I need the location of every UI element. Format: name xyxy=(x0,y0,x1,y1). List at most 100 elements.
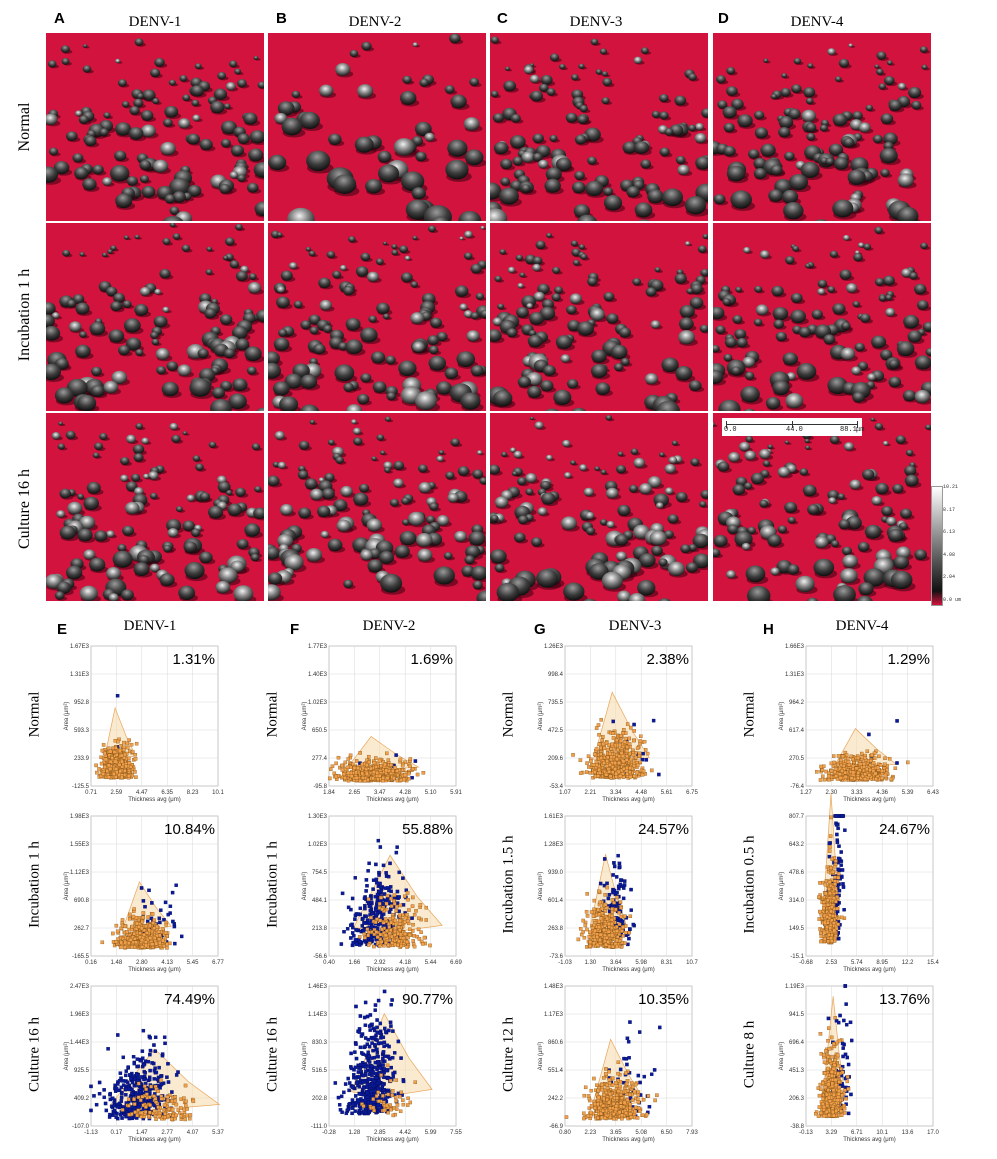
cell-blob xyxy=(617,504,631,516)
data-point-gated xyxy=(613,761,617,765)
cell-blob xyxy=(354,136,374,153)
cell-blob xyxy=(376,302,390,315)
data-point-gated xyxy=(100,748,105,753)
cell-blob xyxy=(412,235,418,241)
cell-blob xyxy=(735,286,742,293)
cell-blob xyxy=(141,124,156,138)
cell-blob xyxy=(210,101,225,114)
cell-blob xyxy=(134,234,140,240)
cell-blob xyxy=(179,74,188,82)
cell-blob xyxy=(817,279,828,288)
data-point-gated xyxy=(883,773,888,778)
cell-blob xyxy=(217,71,227,80)
data-point-ungated xyxy=(895,719,899,723)
y-tick-label: 650.5 xyxy=(312,728,328,734)
cell-blob xyxy=(501,451,508,457)
cell-blob xyxy=(458,210,482,221)
x-tick-label: 6.35 xyxy=(161,790,173,796)
cell-blob xyxy=(394,545,410,558)
cell-blob xyxy=(358,483,370,493)
cell-blob xyxy=(753,168,767,180)
data-point-gated xyxy=(398,757,403,762)
cell-blob xyxy=(86,481,101,494)
cell-blob xyxy=(360,327,378,343)
data-point-gated xyxy=(629,757,633,762)
cell-blob xyxy=(402,519,410,526)
cell-blob xyxy=(346,404,363,411)
cell-blob xyxy=(829,435,840,444)
topography-render xyxy=(490,33,708,221)
data-point-gated xyxy=(619,751,624,755)
cell-blob xyxy=(475,292,485,300)
cell-blob xyxy=(445,471,455,480)
cell-blob xyxy=(785,256,795,265)
data-point-gated xyxy=(632,738,636,743)
cell-blob xyxy=(376,434,385,441)
data-point-gated xyxy=(594,726,599,730)
cell-blob xyxy=(795,575,815,593)
data-point-gated xyxy=(101,743,106,747)
cell-blob xyxy=(110,301,122,312)
cell-blob xyxy=(77,394,97,411)
cell-blob xyxy=(46,363,62,381)
cell-blob xyxy=(544,178,561,193)
color-scale-label: 8.17 xyxy=(943,506,956,513)
percent-label: 2.38% xyxy=(646,651,689,668)
cell-blob xyxy=(194,63,202,70)
cell-blob xyxy=(268,546,280,560)
cell-blob xyxy=(319,299,332,311)
cell-blob xyxy=(497,303,505,310)
cell-blob xyxy=(132,444,145,455)
cell-blob xyxy=(90,385,105,397)
cell-blob xyxy=(167,527,179,538)
cell-blob xyxy=(103,380,119,394)
data-point-gated xyxy=(856,755,860,760)
column-title-denv1: DENV-1 xyxy=(128,14,182,30)
cell-blob xyxy=(476,590,486,601)
data-point-gated xyxy=(123,769,127,773)
cell-blob xyxy=(197,348,209,359)
cell-blob xyxy=(77,493,84,500)
cell-blob xyxy=(589,563,609,580)
topography-render xyxy=(46,413,264,601)
cell-blob xyxy=(573,204,591,218)
data-point-gated xyxy=(108,767,113,771)
cell-blob xyxy=(577,321,595,336)
cell-blob xyxy=(897,173,914,188)
cell-blob xyxy=(51,312,60,319)
cell-blob xyxy=(788,108,801,120)
cell-blob xyxy=(175,506,183,513)
topography-render xyxy=(268,223,486,411)
data-point-gated xyxy=(849,776,854,780)
cell-blob xyxy=(404,255,411,261)
cell-blob xyxy=(664,463,676,474)
cell-blob xyxy=(139,286,151,296)
data-point-gated xyxy=(375,771,379,775)
y-tick-label: 998.4 xyxy=(548,672,564,678)
data-point-ungated xyxy=(410,775,414,780)
cell-blob xyxy=(888,359,900,369)
cell-blob xyxy=(428,355,447,371)
cell-blob xyxy=(334,364,355,382)
cell-blob xyxy=(126,176,138,186)
cell-blob xyxy=(532,133,544,144)
cell-blob xyxy=(317,505,331,518)
cell-blob xyxy=(308,250,316,257)
cell-blob xyxy=(124,501,140,515)
cell-blob xyxy=(57,443,65,450)
topography-image xyxy=(46,33,264,221)
cell-blob xyxy=(402,75,412,84)
cell-blob xyxy=(300,404,320,411)
data-point-gated xyxy=(625,722,630,726)
scale-bar-label-1: 44.0 xyxy=(786,426,803,434)
cell-blob xyxy=(599,519,608,526)
cell-blob xyxy=(46,314,55,328)
panel-letter-d: D xyxy=(718,10,729,27)
cell-blob xyxy=(162,545,172,553)
data-point-gated xyxy=(328,776,332,781)
cell-blob xyxy=(571,407,586,411)
cell-blob xyxy=(853,253,863,262)
cell-blob xyxy=(333,499,348,512)
cell-blob xyxy=(253,55,259,61)
data-point-gated xyxy=(639,734,643,739)
